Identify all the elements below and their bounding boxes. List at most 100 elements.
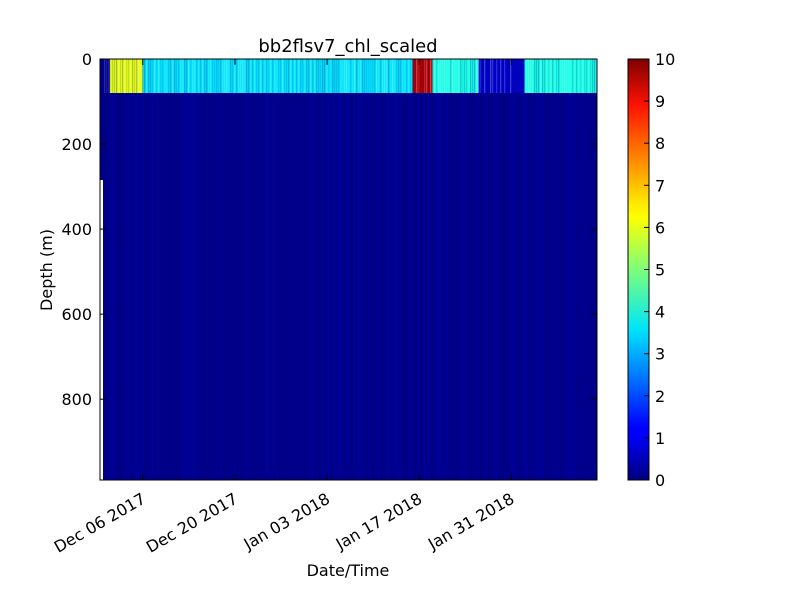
deep-streak (228, 93, 229, 480)
y-tick-label: 200 (61, 135, 92, 154)
surface-streak (256, 59, 258, 94)
deep-streak (112, 93, 113, 480)
deep-streak (354, 93, 355, 480)
deep-streak (152, 93, 153, 480)
surface-streak (472, 59, 474, 94)
surface-streak (530, 59, 532, 94)
deep-streak (118, 93, 119, 480)
deep-streak (278, 93, 279, 480)
colorbar-tick-label: 2 (655, 387, 665, 406)
surface-streak (216, 59, 218, 94)
deep-streak (426, 93, 427, 480)
deep-streak (340, 93, 341, 480)
surface-layer (109, 59, 597, 94)
deep-streak (194, 93, 195, 480)
colorbar-tick-label: 8 (655, 134, 665, 153)
surface-streak (424, 59, 426, 94)
surface-segment (524, 59, 597, 94)
surface-streak (342, 59, 344, 94)
deep-streak (104, 93, 105, 480)
deep-streak (302, 93, 303, 480)
deep-streak (264, 93, 265, 480)
surface-streak (422, 59, 424, 94)
surface-streak (592, 59, 594, 94)
deep-streak (330, 93, 331, 480)
deep-streak (440, 93, 441, 480)
deep-streak (168, 93, 169, 480)
surface-streak (344, 59, 346, 94)
surface-streak (274, 59, 276, 94)
surface-streak (364, 59, 366, 94)
surface-streak (420, 59, 422, 94)
deep-streak (500, 93, 501, 480)
surface-streak (458, 59, 460, 94)
surface-streak (408, 59, 410, 94)
deep-streak (308, 93, 309, 480)
surface-streak (108, 59, 110, 94)
surface-streak (414, 59, 416, 94)
surface-streak (562, 59, 564, 94)
x-tick-label: Jan 31 2018 (424, 489, 517, 554)
surface-streak (380, 59, 382, 94)
deep-streak (540, 93, 541, 480)
deep-streak (438, 93, 439, 480)
surface-streak (132, 59, 134, 94)
deep-streak (352, 93, 353, 480)
colorbar-tick-label: 3 (655, 345, 665, 364)
deep-streak (582, 93, 583, 480)
deep-streak (496, 93, 497, 480)
deep-streak (172, 93, 173, 480)
deep-streak (422, 93, 423, 480)
surface-streak (246, 59, 248, 94)
surface-streak (250, 59, 252, 94)
surface-streak (148, 59, 150, 94)
surface-streak (138, 59, 140, 94)
colorbar-tick-label: 10 (655, 50, 675, 69)
surface-streak (224, 59, 226, 94)
deep-streak (398, 93, 399, 480)
deep-streak (536, 93, 537, 480)
surface-streak (314, 59, 316, 94)
deep-streak (372, 93, 373, 480)
deep-streak (292, 93, 293, 480)
deep-streak (492, 93, 493, 480)
deep-streak (584, 93, 585, 480)
surface-streak (520, 59, 522, 94)
surface-streak (480, 59, 482, 94)
deep-streak (200, 93, 201, 480)
surface-streak (236, 59, 238, 94)
surface-streak (194, 59, 196, 94)
deep-streak (106, 93, 107, 480)
deep-streak (378, 93, 379, 480)
surface-streak (524, 59, 526, 94)
surface-streak (152, 59, 154, 94)
surface-streak (374, 59, 376, 94)
surface-streak (198, 59, 200, 94)
deep-streak (130, 93, 131, 480)
y-tick-label: 400 (61, 220, 92, 239)
deep-streak (306, 93, 307, 480)
colorbar-tick-label: 5 (655, 261, 665, 280)
deep-streak (424, 93, 425, 480)
deep-streak (538, 93, 539, 480)
surface-streak (212, 59, 214, 94)
surface-streak (416, 59, 418, 94)
surface-streak (162, 59, 164, 94)
deep-streak (430, 93, 431, 480)
surface-streak (352, 59, 354, 94)
deep-streak (226, 93, 227, 480)
deep-streak (522, 93, 523, 480)
surface-streak (446, 59, 448, 94)
surface-streak (440, 59, 442, 94)
x-tick-label: Dec 06 2017 (51, 489, 149, 557)
surface-streak (204, 59, 206, 94)
surface-streak (348, 59, 350, 94)
surface-streak (240, 59, 242, 94)
deep-streak (524, 93, 525, 480)
deep-streak (486, 93, 487, 480)
deep-streak (300, 93, 301, 480)
surface-streak (328, 59, 330, 94)
surface-streak (234, 59, 236, 94)
deep-streak (592, 93, 593, 480)
deep-streak (534, 93, 535, 480)
